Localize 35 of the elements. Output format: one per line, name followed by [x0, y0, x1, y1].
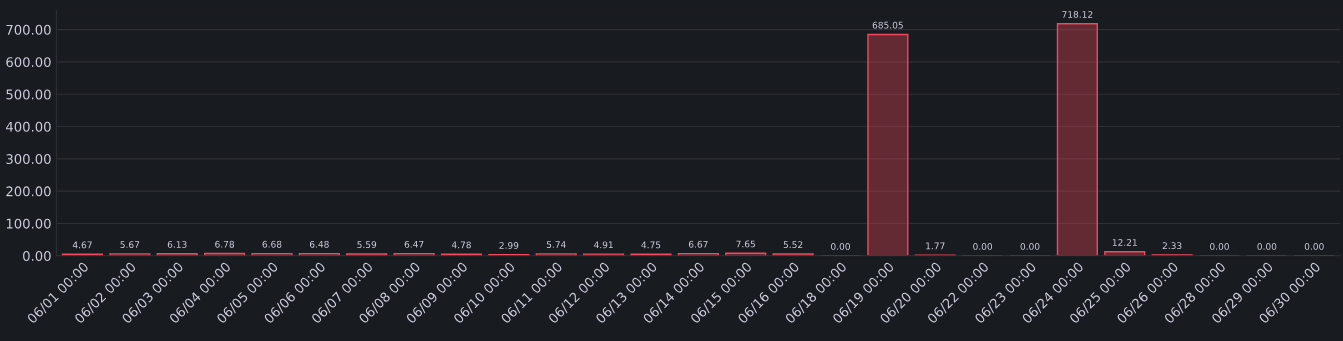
data-label: 5.74 [546, 241, 566, 248]
data-label: 12.21 [1112, 239, 1137, 246]
data-label: 685.05 [872, 21, 903, 29]
y-tick-label: 300.00 [6, 154, 51, 165]
data-label: 6.48 [309, 240, 329, 248]
data-label: 7.65 [736, 240, 755, 248]
y-tick-label: 0.00 [23, 250, 51, 261]
data-label: 6.78 [215, 240, 235, 248]
data-label: 4.75 [641, 241, 661, 249]
data-label: 6.68 [262, 240, 282, 248]
y-tick-label: 600.00 [6, 57, 51, 68]
data-label: 0.00 [1210, 243, 1229, 250]
data-label: 6.67 [688, 240, 708, 248]
data-label: 4.91 [594, 241, 613, 249]
data-label: 4.78 [451, 241, 471, 249]
data-label: 5.59 [357, 241, 377, 249]
y-tick-label: 400.00 [6, 121, 51, 132]
data-label: 1.77 [926, 242, 945, 250]
y-tick-label: 100.00 [6, 218, 51, 229]
y-tick-label: 700.00 [6, 24, 51, 35]
data-label: 0.00 [831, 243, 850, 250]
data-label: 2.33 [1162, 242, 1182, 250]
data-label: 0.00 [1304, 243, 1324, 250]
data-label: 0.00 [1257, 243, 1277, 250]
data-label: 0.00 [1020, 243, 1040, 250]
data-label: 2.99 [499, 242, 519, 249]
data-label: 6.13 [167, 241, 187, 248]
y-tick-label: 500.00 [6, 89, 51, 100]
data-label: 5.67 [120, 241, 140, 248]
data-label: 0.00 [973, 243, 993, 250]
data-label: 5.52 [783, 241, 803, 249]
data-label: 6.47 [404, 240, 424, 248]
data-label: 4.67 [72, 241, 92, 249]
y-tick-label: 200.00 [6, 186, 51, 197]
data-label: 718.12 [1062, 11, 1093, 18]
